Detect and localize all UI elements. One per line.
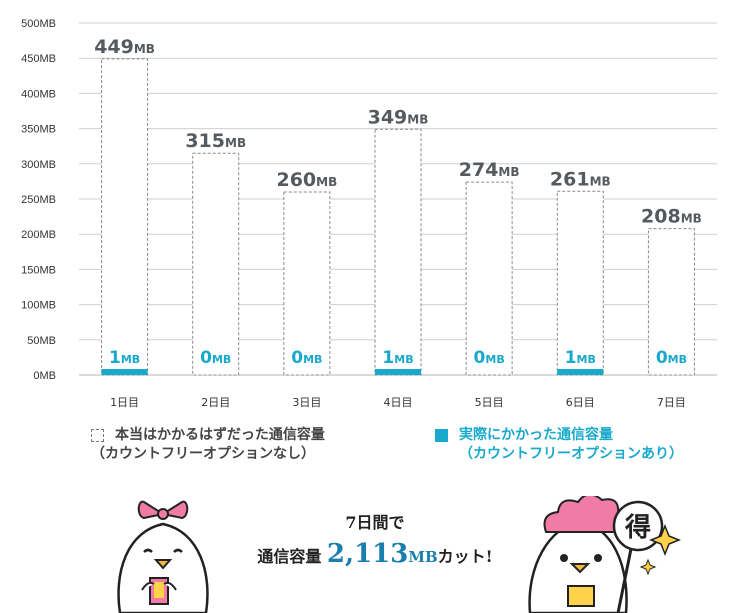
value-label-actual: 0MB (656, 348, 687, 368)
sign-text: 得 (624, 513, 651, 543)
summary-period: 7日間で (345, 513, 405, 532)
bar-chart: 0MB 50MB 100MB 150MB 200MB 250MB 300MB 350MB 400… (21, 18, 717, 409)
value-label-actual: 1MB (565, 348, 596, 368)
value-label-total: 208MB (641, 206, 702, 228)
value-label-actual: 0MB (291, 348, 322, 368)
bar-total (556, 190, 604, 376)
legend-swatch-dashed (91, 429, 104, 442)
value-label-total: 449MB (94, 36, 155, 58)
bar-actual (101, 369, 148, 375)
value-label-total: 261MB (550, 168, 611, 190)
legend-label-without-option: 本当はかかるはずだった通信容量 (115, 427, 325, 443)
bar-total (465, 181, 513, 376)
value-label-total: 349MB (368, 106, 429, 128)
value-label-actual: 0MB (474, 348, 505, 368)
summary-amount-line: 通信容量 2,113MBカット! (240, 534, 510, 577)
x-tick-label: 6日目 (566, 396, 595, 409)
coin-purse-icon (567, 585, 595, 607)
legend-swatch-solid (435, 429, 448, 442)
y-tick-label: 300MB (21, 159, 56, 171)
x-tick-label: 3日目 (292, 396, 321, 409)
bow-icon (137, 500, 189, 520)
y-tick-label: 250MB (21, 194, 56, 206)
value-label-total: 315MB (185, 130, 246, 152)
value-label-total: 274MB (459, 159, 520, 181)
bird-character-right: 得 (528, 496, 682, 613)
bar-total (374, 128, 422, 376)
y-tick-label: 150MB (21, 264, 56, 276)
value-labels: 449MB 1MB 315MB 0MB 260MB 0MB 349MB 1MB 274MB 0MB… (94, 36, 702, 368)
y-tick-label: 500MB (21, 18, 56, 30)
bar-total (647, 228, 695, 376)
value-label-total: 260MB (276, 169, 337, 191)
savings-summary: 7日間で 通信容量 2,113MBカット! (240, 512, 510, 577)
legend-label-with-option: 実際にかかった通信容量 (459, 427, 613, 443)
sign-board (612, 500, 664, 552)
y-axis-ticks: 0MB 50MB 100MB 150MB 200MB 250MB 300MB 350MB 400… (21, 18, 56, 382)
x-tick-label: 2日目 (201, 396, 230, 409)
y-tick-label: 200MB (21, 229, 56, 241)
y-tick-label: 100MB (21, 300, 56, 312)
value-label-actual: 0MB (200, 348, 231, 368)
bar-total (101, 58, 149, 376)
bar-total (192, 152, 240, 376)
legend-sublabel-without-option: （カウントフリーオプションなし） (91, 446, 315, 462)
x-tick-label: 7日目 (657, 396, 686, 409)
bar-total (283, 191, 331, 376)
bars (101, 58, 695, 376)
x-tick-label: 4日目 (384, 396, 413, 409)
summary-prefix: 通信容量 (257, 547, 322, 566)
y-tick-label: 50MB (27, 335, 56, 347)
bird-character-left (117, 500, 209, 613)
y-tick-label: 350MB (21, 124, 56, 136)
bar-actual (375, 369, 421, 375)
x-tick-label: 5日目 (475, 396, 504, 409)
summary-suffix: カット! (437, 547, 493, 566)
x-axis-ticks: 1日目 2日目 3日目 4日目 5日目 6日目 7日目 (110, 396, 686, 409)
value-label-actual: 1MB (382, 348, 413, 368)
bar-actual (557, 369, 604, 375)
y-tick-label: 0MB (33, 370, 56, 382)
value-label-actual: 1MB (109, 348, 140, 368)
x-tick-label: 1日目 (110, 396, 139, 409)
sparkle-icon (648, 523, 682, 557)
y-tick-label: 400MB (21, 88, 56, 100)
legend-sublabel-with-option: （カウントフリーオプションあり） (459, 446, 683, 462)
summary-unit: MB (408, 548, 438, 566)
summary-amount: 2,113 (326, 539, 409, 569)
y-tick-label: 450MB (21, 53, 56, 65)
